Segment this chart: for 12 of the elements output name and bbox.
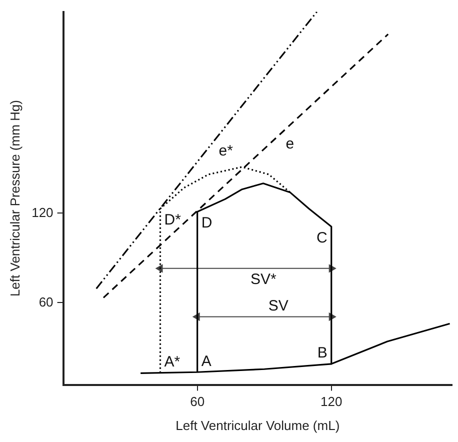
annotation: SV*	[250, 271, 276, 288]
annotation: e*	[218, 142, 234, 160]
annotation: A*	[164, 354, 180, 371]
annotation: e	[286, 135, 294, 152]
x-axis-title: Left Ventricular Volume (mL)	[176, 418, 340, 433]
annotation: D*	[164, 211, 182, 228]
annotation: A	[201, 352, 212, 370]
y-axis-title: Left Ventricular Pressure (mm Hg)	[7, 100, 22, 297]
annotation: D	[201, 214, 212, 232]
annotation: SV	[268, 297, 288, 314]
annotation: C	[316, 229, 328, 246]
annotation: B	[317, 344, 328, 362]
